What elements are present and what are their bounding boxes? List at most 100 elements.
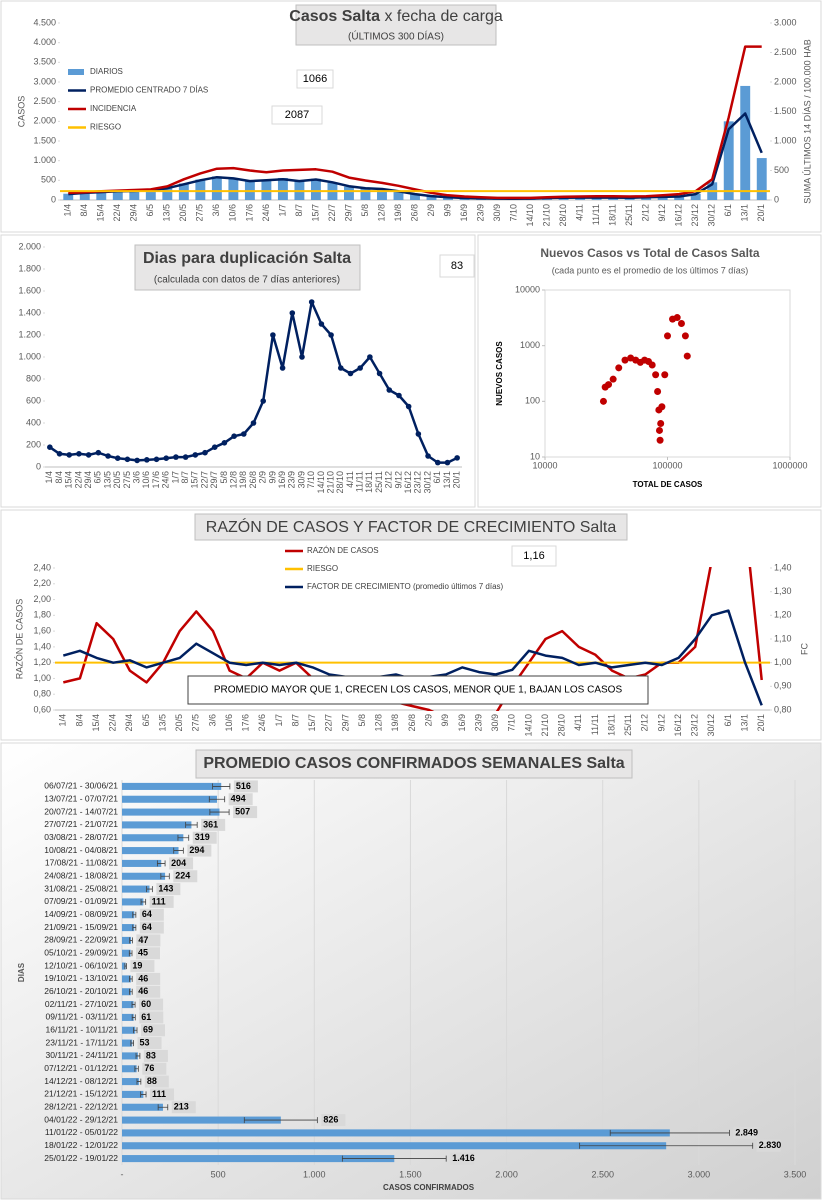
x-tick-label: 25/11 xyxy=(624,204,634,226)
value-label: 294 xyxy=(189,845,204,855)
value-label-bg xyxy=(136,934,161,947)
x-tick-label: 10000 xyxy=(532,460,557,470)
x-tick-label: 2/9 xyxy=(424,714,434,727)
x-tick-label: 24/6 xyxy=(261,204,271,222)
y-tick-label: 05/10/21 - 29/09/21 xyxy=(44,948,118,958)
bar xyxy=(122,885,150,893)
y-tick-label: 200 xyxy=(26,439,41,449)
error-bar xyxy=(157,1104,169,1111)
annotation-box xyxy=(296,69,334,89)
value-label-bg xyxy=(149,895,174,908)
axis-label: CASOS CONFIRMADOS xyxy=(383,1183,475,1192)
x-tick-label: 6/5 xyxy=(141,714,151,727)
y-tick-label: 0,60 xyxy=(33,704,51,714)
value-label: 46 xyxy=(138,973,148,983)
x-tick-label: 15/4 xyxy=(96,204,106,222)
y-tick-label: 1,60 xyxy=(33,625,51,635)
bar xyxy=(211,176,222,200)
x-tick-label: 1000000 xyxy=(772,460,807,470)
x-tick-label: 11/11 xyxy=(355,471,365,492)
annotation: 1066 xyxy=(303,73,327,85)
error-bar xyxy=(140,898,147,905)
y-tick-label: 2,40 xyxy=(33,562,51,572)
x-tick-label: 6/1 xyxy=(723,714,733,727)
error-bar xyxy=(140,1091,147,1098)
value-label-bg xyxy=(173,870,198,883)
y-tick-label: 30/11/21 - 24/11/21 xyxy=(46,1050,119,1060)
marker xyxy=(328,332,334,338)
x-tick-label: 30/9 xyxy=(490,714,500,732)
y-tick-label: 500 xyxy=(41,175,56,185)
x-tick-label: 2.500 xyxy=(591,1169,614,1179)
marker xyxy=(105,453,111,459)
error-bar xyxy=(209,809,230,816)
x-tick-label: 21/10 xyxy=(541,204,551,227)
y2-tick-label: 1.000 xyxy=(774,135,797,145)
axis-label: FC xyxy=(799,643,809,655)
point xyxy=(655,426,663,434)
x-tick-label: 3.000 xyxy=(688,1169,711,1179)
line xyxy=(63,567,763,711)
x-tick-label: 23/12 xyxy=(690,204,700,227)
chart-title: PROMEDIO CASOS CONFIRMADOS SEMANALES Sal… xyxy=(203,755,624,772)
legend-label: INCIDENCIA xyxy=(90,104,137,113)
value-label: 494 xyxy=(231,794,246,804)
annotation-box xyxy=(511,545,557,567)
error-bar xyxy=(177,834,190,841)
error-bar xyxy=(124,963,127,970)
x-tick-label: 2/12 xyxy=(641,204,651,222)
value-label-bg xyxy=(756,1139,781,1152)
x-tick-label: 3/6 xyxy=(211,204,221,217)
x-tick-label: 9/9 xyxy=(440,714,450,727)
y-tick-label: 10000 xyxy=(515,284,540,294)
marker xyxy=(260,398,266,404)
point xyxy=(654,388,662,396)
y-tick-label: 0,80 xyxy=(33,689,51,699)
x-tick-label: 13/5 xyxy=(162,204,172,222)
x-tick-label: 29/4 xyxy=(129,204,139,222)
y-tick-label: 14/12/21 - 08/12/21 xyxy=(44,1076,118,1086)
y-tick-label: 11/01/22 - 05/01/22 xyxy=(45,1127,118,1137)
x-tick-label: 3/6 xyxy=(207,714,217,727)
value-label: 507 xyxy=(235,806,250,816)
value-label-bg xyxy=(130,960,155,973)
point xyxy=(658,403,666,411)
bar xyxy=(310,178,321,200)
error-bar xyxy=(129,975,133,982)
legend-label: DIARIOS xyxy=(90,67,123,76)
y-tick-label: 14/09/21 - 08/09/21 xyxy=(44,909,118,919)
x-tick-label: 12/8 xyxy=(374,714,384,732)
y-tick-label: 1,20 xyxy=(33,657,51,667)
legend-label: FACTOR DE CRECIMIENTO (promedio últimos … xyxy=(307,582,504,591)
value-label-bg xyxy=(139,1011,164,1024)
error-bar xyxy=(132,924,137,931)
x-tick-label: 16/9 xyxy=(277,471,287,489)
marker xyxy=(85,452,92,458)
y-tick-label: 2.500 xyxy=(33,96,56,106)
bar xyxy=(195,179,206,200)
marker xyxy=(76,451,82,457)
x-tick-label: 2/12 xyxy=(384,471,394,489)
x-tick-label: 18/11 xyxy=(608,204,618,226)
x-tick-label: 20/5 xyxy=(112,471,122,489)
bar xyxy=(228,177,239,200)
value-label-bg xyxy=(140,1024,165,1037)
bar xyxy=(393,191,404,200)
x-tick-label: 20/5 xyxy=(178,204,188,222)
value-label: 111 xyxy=(152,896,166,906)
bar xyxy=(426,196,437,200)
y-tick-label: 1.400 xyxy=(18,307,41,317)
y-tick-label: 1.200 xyxy=(18,329,41,339)
title-box xyxy=(194,513,628,541)
value-label: 213 xyxy=(174,1102,189,1112)
bar xyxy=(122,1090,144,1098)
y-tick-label: 2,20 xyxy=(33,578,51,588)
bar xyxy=(443,197,453,200)
marker xyxy=(66,452,73,458)
bar xyxy=(277,177,288,200)
bar xyxy=(360,188,371,200)
marker xyxy=(299,354,305,360)
value-label-bg xyxy=(135,947,160,960)
x-tick-label: 26/8 xyxy=(248,471,258,489)
x-tick-label: 5/8 xyxy=(360,204,370,217)
